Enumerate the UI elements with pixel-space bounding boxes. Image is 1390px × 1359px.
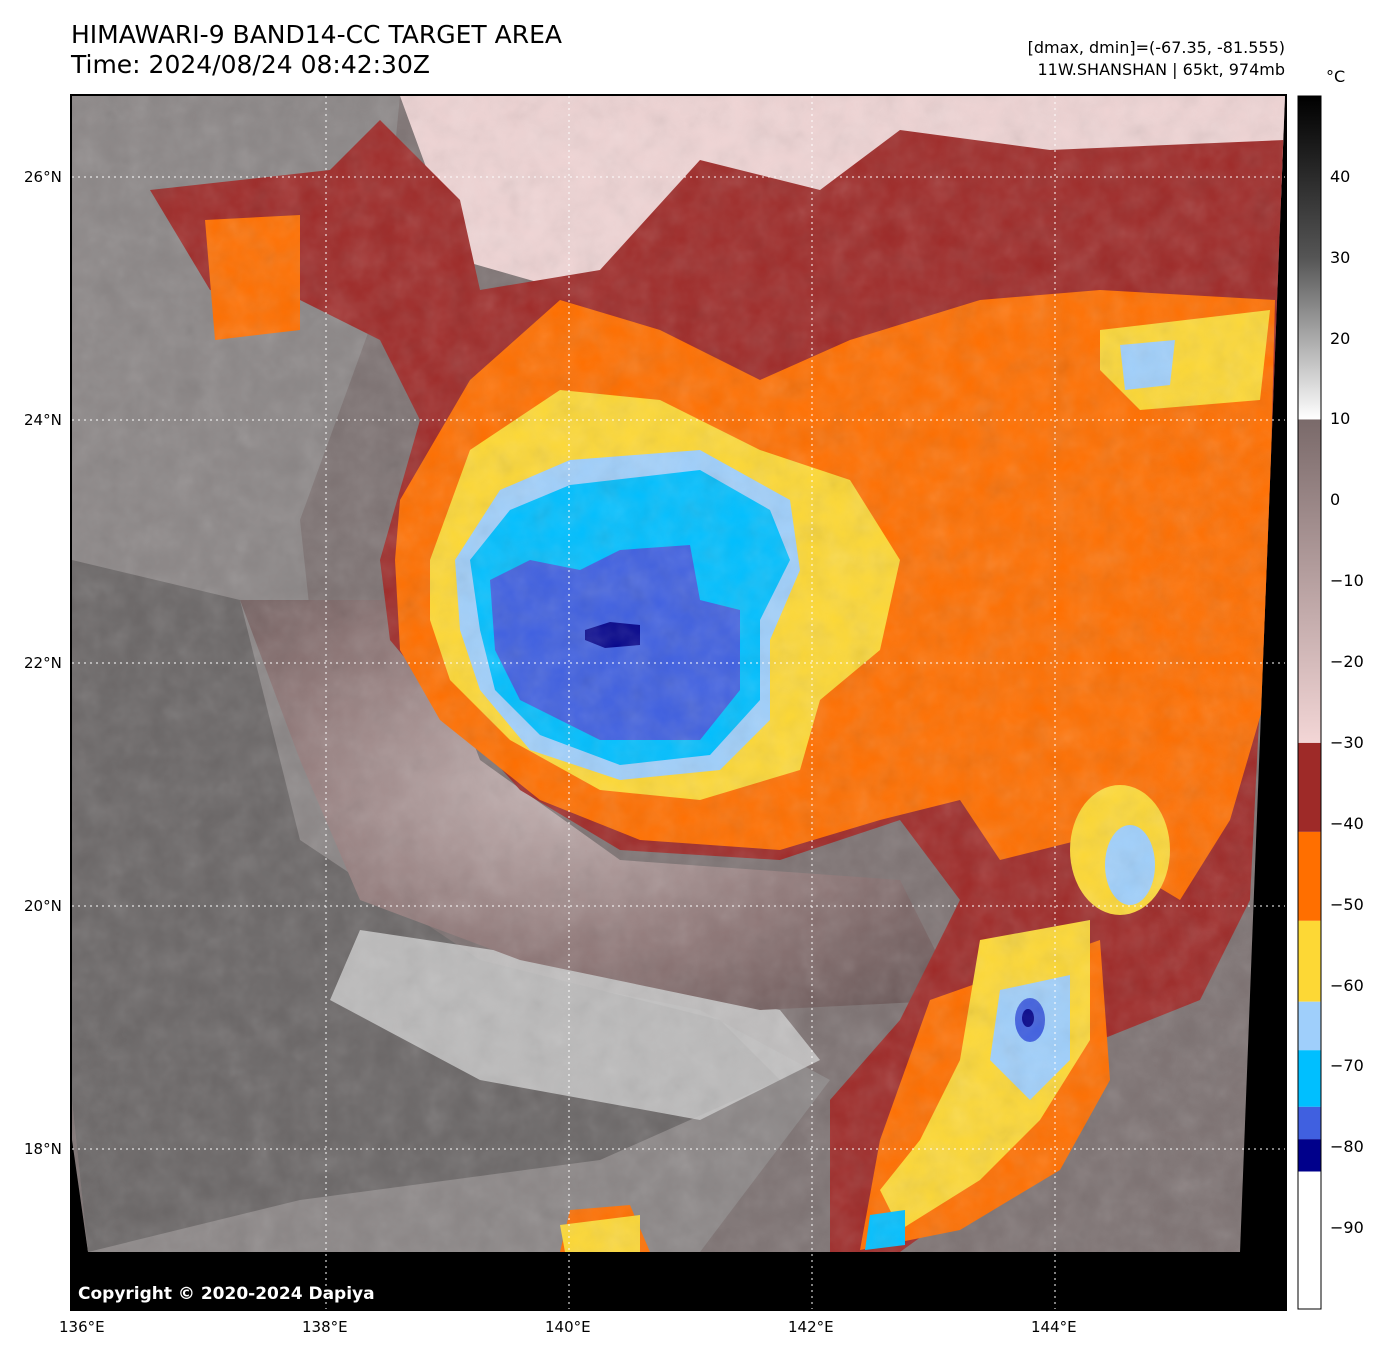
colorbar: [1297, 95, 1322, 1310]
longitude-label: 140°E: [545, 1318, 591, 1336]
colorbar-tick-label: 30: [1330, 247, 1351, 267]
latitude-label: 20°N: [24, 897, 62, 915]
colorbar-tick-label: −90: [1330, 1218, 1364, 1238]
colorbar-unit: °C: [1326, 67, 1346, 86]
longitude-label: 136°E: [59, 1318, 105, 1336]
colorbar-segment: [1298, 419, 1321, 743]
colorbar-tick-label: 0: [1330, 490, 1341, 510]
colorbar-tick-label: −20: [1330, 652, 1364, 672]
colorbar-segment: [1298, 920, 1321, 1002]
storm-info: [dmax, dmin]=(-67.35, -81.555) 11W.SHANS…: [1028, 37, 1285, 81]
colorbar-tick-label: −50: [1330, 894, 1364, 914]
gridlines: [72, 96, 1285, 1309]
map-border: [70, 94, 1287, 1311]
chart-title: HIMAWARI-9 BAND14-CC TARGET AREA Time: 2…: [71, 20, 562, 80]
colorbar-segment: [1298, 1050, 1321, 1107]
texture-overlay: [72, 96, 1285, 1252]
title-line-2: Time: 2024/08/24 08:42:30Z: [71, 50, 430, 79]
colorbar-segment: [1298, 831, 1321, 921]
colorbar-tick-label: −70: [1330, 1056, 1364, 1076]
colorbar-tick-label: 40: [1330, 166, 1351, 186]
colorbar-segment: [1298, 1106, 1321, 1140]
latitude-label: 22°N: [24, 654, 62, 672]
copyright-notice: Copyright © 2020-2024 Dapiya: [78, 1284, 375, 1304]
colorbar-frame: [1297, 95, 1322, 1310]
colorbar-segment: [1298, 1139, 1321, 1172]
storm-text: 11W.SHANSHAN | 65kt, 974mb: [1037, 60, 1285, 79]
colorbar-tick-label: 20: [1330, 328, 1351, 348]
colorbar-tick-label: −60: [1330, 975, 1364, 995]
range-text: [dmax, dmin]=(-67.35, -81.555): [1027, 38, 1285, 57]
title-line-1: HIMAWARI-9 BAND14-CC TARGET AREA: [71, 20, 563, 49]
longitude-label: 138°E: [302, 1318, 348, 1336]
colorbar-segment: [1298, 96, 1321, 420]
colorbar-tick-label: −10: [1330, 571, 1364, 591]
imagery-layer: [72, 96, 1285, 1252]
longitude-label: 144°E: [1031, 1318, 1077, 1336]
colorbar-tick-label: 10: [1330, 409, 1351, 429]
latitude-label: 26°N: [24, 168, 62, 186]
colorbar-segment: [1298, 1171, 1321, 1309]
longitude-label: 142°E: [788, 1318, 834, 1336]
latitude-label: 18°N: [24, 1140, 62, 1158]
colorbar-tick-label: −30: [1330, 732, 1364, 752]
colorbar-segment: [1298, 742, 1321, 832]
colorbar-segment: [1298, 1001, 1321, 1051]
latitude-label: 24°N: [24, 411, 62, 429]
colorbar-tick-label: −80: [1330, 1137, 1364, 1157]
colorbar-tick-label: −40: [1330, 813, 1364, 833]
